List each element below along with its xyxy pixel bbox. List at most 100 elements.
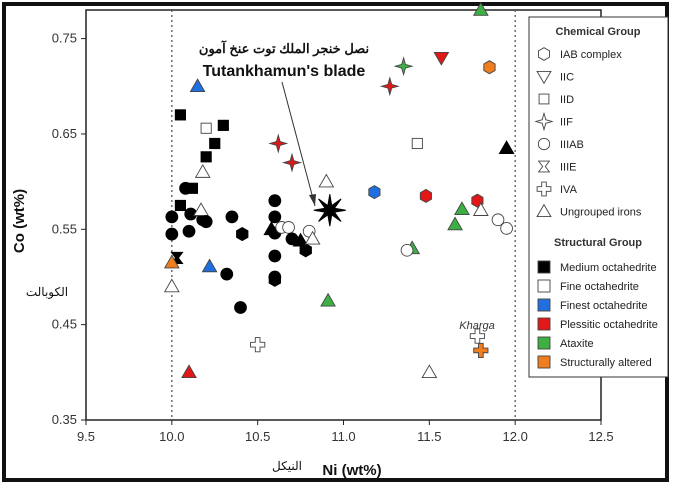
x-tick-label: 12.0 <box>503 429 528 444</box>
data-point-square-fine <box>411 137 423 150</box>
legend-symbol-square <box>538 93 550 105</box>
data-point-circle-medium <box>179 181 192 195</box>
data-point-triangle-fine <box>421 364 438 379</box>
data-point-triangle-altered <box>163 254 180 269</box>
legend-structural-label: Finest octahedrite <box>560 300 647 312</box>
legend-symbol-star4 <box>534 111 554 132</box>
y-axis-label: Co (wt%) <box>11 189 28 253</box>
data-point-circle-medium <box>199 215 213 229</box>
legend-chemical-label: IIIE <box>560 162 577 174</box>
legend-chemical-label: IIC <box>560 72 574 84</box>
data-point-plus-fine <box>250 337 266 353</box>
legend-symbol-hourglass <box>537 160 551 173</box>
data-point-triangle-fine <box>193 202 209 216</box>
legend-color-swatch <box>537 279 551 293</box>
data-point-triangle-fine <box>304 230 321 245</box>
kharga-label: Kharga <box>459 320 494 332</box>
data-point-hexagon-altered <box>483 60 496 75</box>
y-tick-label: 0.45 <box>52 317 77 332</box>
data-point-circle-medium <box>165 227 179 241</box>
data-point-triangle-fine <box>318 173 335 188</box>
legend-color-swatch <box>537 298 551 312</box>
data-point-circle-fine <box>400 243 414 257</box>
data-point-plus-altered <box>473 342 489 358</box>
legend-structural-label: Plessitic octahedrite <box>560 319 658 331</box>
annotation-english: Tutankhamun's blade <box>203 63 366 80</box>
legend-chemical-label: IID <box>560 94 574 106</box>
data-point-triangle-ataxite <box>454 201 470 215</box>
data-point-triangle-fine <box>194 164 211 178</box>
legend-color-swatch <box>537 355 551 369</box>
x-axis-label: Ni (wt%) <box>322 462 381 479</box>
data-point-circle-fine <box>491 213 505 227</box>
legend-color-swatch <box>537 336 551 350</box>
data-points <box>163 1 515 379</box>
data-point-circle-medium <box>268 210 282 224</box>
x-tick-label: 10.0 <box>159 429 184 444</box>
data-point-square-medium <box>174 109 187 121</box>
y-tick-label: 0.55 <box>52 221 77 236</box>
legend-structural-label: Ataxite <box>560 338 594 350</box>
data-point-star4-ataxite <box>393 56 414 77</box>
annotation-arabic: نصل خنجر الملك توت عنخ آمون <box>199 40 369 57</box>
data-point-triangle-ataxite <box>472 1 489 16</box>
annotation-arrow <box>281 81 316 207</box>
legend-color-swatch <box>537 317 551 331</box>
data-point-triangle-fine <box>472 202 489 216</box>
data-point-triangle-medium <box>498 140 515 155</box>
data-point-circle-medium <box>225 210 239 224</box>
data-point-hexagon-medium <box>299 243 312 258</box>
x-axis-label-arabic: النيكل <box>272 459 302 473</box>
data-point-star4-plessitic <box>281 152 303 173</box>
data-point-hexagon-medium <box>236 227 249 242</box>
legend-symbol-plus <box>536 181 552 197</box>
legend-chemical-label: IIF <box>560 117 573 129</box>
data-point-hexagon-medium <box>268 272 281 287</box>
data-point-circle-medium <box>234 301 247 314</box>
y-tick-label: 0.35 <box>52 412 77 427</box>
data-point-circle-fine <box>282 221 295 234</box>
annotation-arrowhead <box>309 194 316 206</box>
tutankhamun-blade-marker <box>313 194 346 227</box>
y-axis-label-arabic: الكوبالت <box>26 285 68 299</box>
data-point-circle-medium <box>182 224 196 238</box>
data-point-circle-medium <box>220 267 234 281</box>
legend-structural-items: Medium octahedrite Fine octahedrite Finest… <box>537 260 658 369</box>
legend-chemical-title: Chemical Group <box>556 26 641 38</box>
data-point-triangle-medium <box>292 232 309 247</box>
legend-symbol-triangle-down <box>536 70 552 85</box>
data-point-circle-fine <box>500 222 513 235</box>
legend-box <box>528 16 669 378</box>
data-point-star4-plessitic <box>379 76 400 97</box>
data-point-hexagon-plessitic <box>419 188 432 203</box>
y-tick-label: 0.65 <box>52 126 77 141</box>
legend-chemical-label: Ungrouped irons <box>560 207 642 219</box>
legend-chemical-label: IVA <box>560 184 578 196</box>
data-point-square-medium <box>174 199 187 212</box>
data-point-triangle-ataxite <box>447 216 463 231</box>
legend-structural-title: Structural Group <box>554 237 642 249</box>
x-tick-label: 11.5 <box>417 429 441 444</box>
data-point-triangle-fine <box>163 278 180 293</box>
legend-symbol-triangle <box>536 203 552 218</box>
data-point-triangle-ataxite <box>320 292 336 307</box>
legend-color-swatch <box>537 260 551 274</box>
data-point-square-medium <box>209 137 221 150</box>
legend-chemical-items: IAB complex IIC IID IIF IIIAB IIIE IVA Ungroupe… <box>534 47 642 219</box>
legend-symbol-hexagon <box>538 47 550 61</box>
data-point-star4-plessitic <box>268 133 289 154</box>
data-point-triangle-down-plessitic <box>433 51 450 66</box>
legend-structural-label: Medium octahedrite <box>560 262 657 274</box>
data-point-plus-fine <box>469 328 485 344</box>
legend-structural-label: Structurally altered <box>560 357 652 369</box>
legend-symbol-circle <box>537 137 551 151</box>
data-point-triangle-finest <box>201 258 218 273</box>
x-tick-label: 11.0 <box>331 429 355 444</box>
x-tick-label: 12.5 <box>588 429 613 444</box>
data-point-triangle-finest <box>189 78 206 92</box>
legend-structural-label: Fine octahedrite <box>560 281 639 293</box>
data-point-triangle-medium <box>263 221 280 236</box>
x-tick-label: 9.5 <box>77 429 95 444</box>
